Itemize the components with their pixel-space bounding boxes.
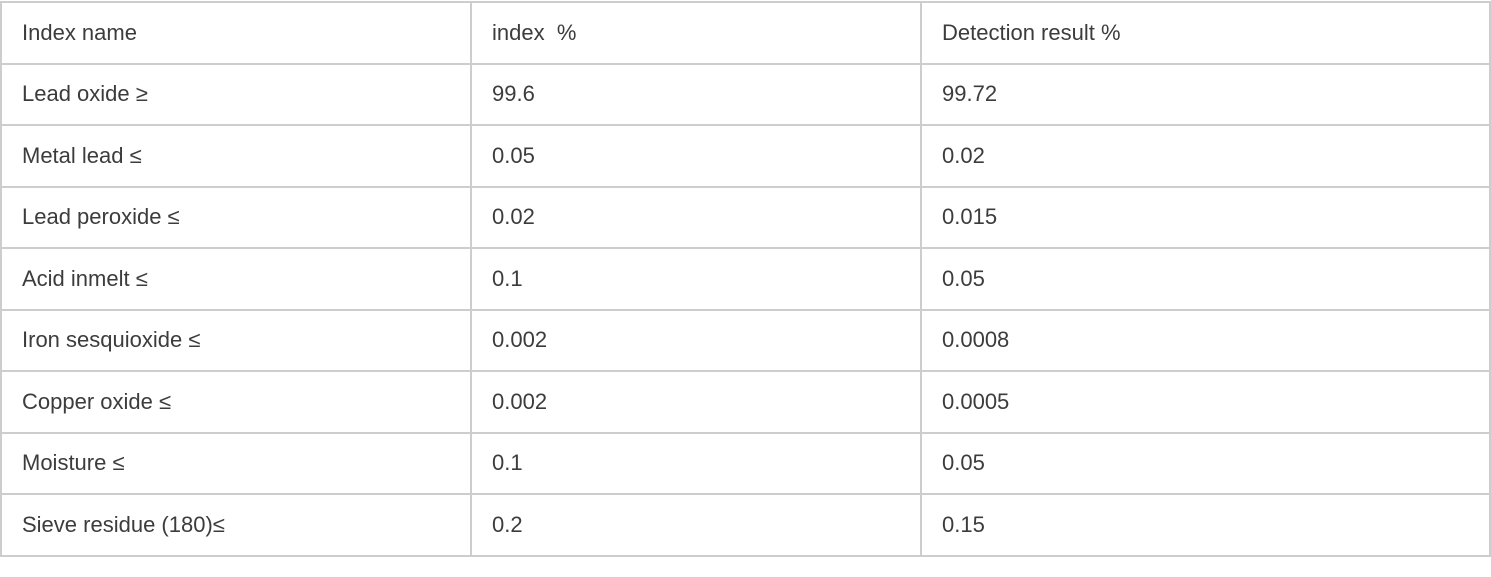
cell-name: Sieve residue (180)≤ [0,493,472,557]
cell-result: 0.0005 [920,370,1491,434]
product-spec-table: Index name index % Detection result % Le… [0,1,1491,557]
table-header: Index name index % Detection result % [0,1,1491,65]
spec-table-container: Index name index % Detection result % Le… [0,1,1491,557]
cell-result: 0.15 [920,493,1491,557]
table-row: Acid inmelt ≤0.1 0.05 [0,247,1491,311]
table-row: Lead oxide ≥99.6 99.72 [0,62,1491,126]
cell-index: 0.02 [470,185,922,249]
cell-index: 0.1 [470,431,922,495]
cell-name: Metal lead ≤ [0,124,472,188]
table-row: Sieve residue (180)≤ 0.2 0.15 [0,493,1491,557]
cell-name: Iron sesquioxide ≤ [0,308,472,372]
cell-index: 0.002 [470,370,922,434]
cell-name: Lead oxide ≥ [0,62,472,126]
table-body: Lead oxide ≥99.6 99.72 Metal lead ≤0.05 0.0… [0,62,1491,557]
cell-index: 0.002 [470,308,922,372]
cell-name: Copper oxide ≤ [0,370,472,434]
cell-index: 0.05 [470,124,922,188]
cell-name: Acid inmelt ≤ [0,247,472,311]
cell-result: 99.72 [920,62,1491,126]
cell-name: Lead peroxide ≤ [0,185,472,249]
cell-result: 0.015 [920,185,1491,249]
cell-index: 0.1 [470,247,922,311]
table-row: Copper oxide ≤0.002 0.0005 [0,370,1491,434]
cell-result: 0.05 [920,247,1491,311]
table-row: Metal lead ≤0.05 0.02 [0,124,1491,188]
column-header-detection-result: Detection result % [920,1,1491,65]
cell-result: 0.05 [920,431,1491,495]
cell-index: 0.2 [470,493,922,557]
cell-index: 99.6 [470,62,922,126]
table-row: Moisture ≤0.1 0.05 [0,431,1491,495]
cell-result: 0.02 [920,124,1491,188]
cell-result: 0.0008 [920,308,1491,372]
cell-name: Moisture ≤ [0,431,472,495]
column-header-index-name: Index name [0,1,472,65]
column-header-index-percent: index % [470,1,922,65]
table-row: Iron sesquioxide ≤0.002 0.0008 [0,308,1491,372]
table-row: Lead peroxide ≤0.02 0.015 [0,185,1491,249]
header-row: Index name index % Detection result % [0,1,1491,65]
